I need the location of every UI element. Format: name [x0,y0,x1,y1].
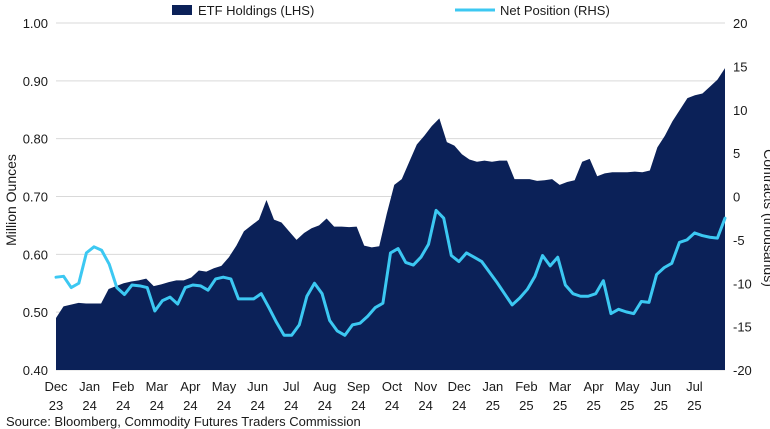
x-tick-year: 25 [687,398,701,413]
x-tick-month: Feb [112,379,134,394]
x-tick-year: 25 [519,398,533,413]
x-tick-month: Nov [414,379,438,394]
x-tick-month: Apr [180,379,201,394]
source-note: Source: Bloomberg, Commodity Futures Tra… [6,414,361,429]
x-tick-month: Dec [44,379,68,394]
right-axis-ticks: -20 -15 -10 -5 0 5 10 15 20 [733,16,752,378]
right-tick-label: -20 [733,363,752,378]
x-tick-month: Mar [549,379,572,394]
x-tick-month: Apr [583,379,604,394]
x-tick-month: Aug [313,379,336,394]
x-tick-year: 23 [49,398,63,413]
left-axis-ticks: 0.40 0.50 0.60 0.70 0.80 0.90 1.00 [23,16,48,378]
x-tick-month: Jul [686,379,703,394]
legend-label-net-position: Net Position (RHS) [500,3,610,18]
left-tick-label: 0.80 [23,132,48,147]
x-tick-year: 24 [318,398,332,413]
right-axis-title: Contracts (thousands) [761,149,770,287]
x-tick-year: 25 [586,398,600,413]
x-tick-month: Oct [382,379,403,394]
x-tick-month: May [212,379,237,394]
x-tick-month: Mar [146,379,169,394]
series-line-net-position [54,208,727,337]
x-tick-year: 24 [385,398,399,413]
x-tick-year: 24 [116,398,130,413]
x-tick-month: Jun [247,379,268,394]
series-area-etf-holdings [56,68,725,371]
legend: ETF Holdings (LHS) Net Position (RHS) [172,3,610,18]
left-tick-label: 0.90 [23,74,48,89]
right-tick-label: 5 [733,146,740,161]
x-tick-year: 24 [418,398,432,413]
left-axis-title: Million Ounces [3,154,19,246]
right-tick-label: 20 [733,16,747,31]
x-tick-month: Jun [650,379,671,394]
x-axis-ticks: Dec 23 Jan 24 Feb 24 Mar 24 Apr 24 May 24 Jun 24 Jul 24… [44,379,702,413]
x-tick-year: 24 [183,398,197,413]
x-tick-year: 24 [250,398,264,413]
x-tick-year: 24 [351,398,365,413]
x-tick-month: May [615,379,640,394]
right-tick-label: 10 [733,103,747,118]
x-tick-year: 25 [654,398,668,413]
x-tick-year: 24 [452,398,466,413]
right-tick-label: 15 [733,59,747,74]
left-tick-label: 1.00 [23,16,48,31]
right-tick-label: 0 [733,190,740,205]
right-tick-label: -15 [733,320,752,335]
x-tick-month: Sep [347,379,370,394]
x-tick-year: 24 [150,398,164,413]
x-tick-month: Jul [283,379,300,394]
left-tick-label: 0.60 [23,247,48,262]
x-tick-month: Jan [482,379,503,394]
left-tick-label: 0.70 [23,190,48,205]
x-tick-month: Jan [79,379,100,394]
plot-area [54,22,727,371]
right-tick-label: -10 [733,276,752,291]
x-tick-year: 25 [486,398,500,413]
left-tick-label: 0.50 [23,305,48,320]
legend-swatch-etf-holdings [172,5,192,15]
x-tick-month: Feb [515,379,537,394]
x-tick-year: 25 [553,398,567,413]
x-tick-year: 25 [620,398,634,413]
left-tick-label: 0.40 [23,363,48,378]
x-tick-year: 24 [82,398,96,413]
right-tick-label: -5 [733,233,745,248]
legend-label-etf-holdings: ETF Holdings (LHS) [198,3,314,18]
x-tick-month: Dec [448,379,472,394]
x-tick-year: 24 [284,398,298,413]
x-tick-year: 24 [217,398,231,413]
